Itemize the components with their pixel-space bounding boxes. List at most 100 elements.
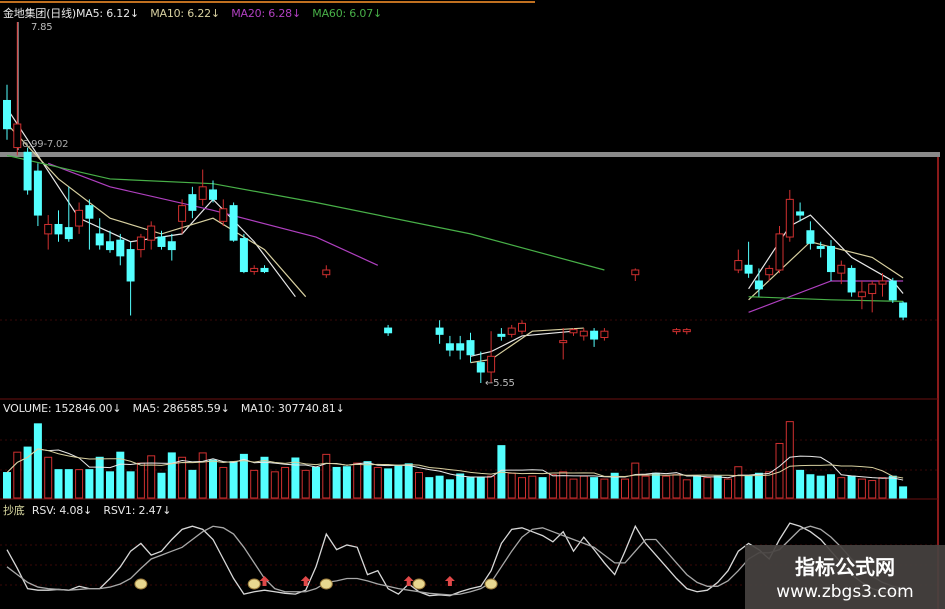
candle-down: [157, 236, 166, 247]
ma20-line: [47, 162, 379, 266]
volume-bar-up: [373, 466, 382, 499]
mid-price-label: 6.99-7.02: [22, 139, 69, 150]
volume-bar-up: [487, 475, 496, 499]
candle-up: [785, 198, 794, 238]
volume-bar-up: [662, 475, 671, 499]
candle-up: [250, 267, 259, 273]
volume-bar-down: [54, 469, 63, 499]
volume-bar-up: [301, 469, 310, 499]
volume-bar-up: [672, 474, 681, 499]
volume-ma5-label: MA5: 286585.59↓: [132, 402, 230, 415]
watermark-url: www.zbgs3.com: [776, 582, 914, 602]
volume-bar-down: [116, 451, 125, 499]
candle-up: [13, 123, 22, 149]
candle-up: [559, 340, 568, 344]
volume-bar-up: [178, 456, 187, 499]
volume-bar-down: [435, 475, 444, 499]
volume-bar-down: [744, 475, 753, 499]
volume-bar-up: [569, 478, 578, 499]
ma10-label: MA10: 6.22↓: [150, 7, 220, 20]
candle-up: [579, 330, 588, 337]
ma60-label: MA60: 6.07↓: [312, 7, 383, 20]
candle-down: [33, 170, 42, 216]
candle-up: [672, 329, 681, 333]
candle-up: [775, 233, 784, 271]
volume-bar-down: [816, 475, 825, 499]
ma60-line: [6, 154, 605, 271]
volume-bar-down: [590, 477, 599, 499]
candle-down: [85, 205, 94, 219]
candle-down: [476, 362, 485, 373]
volume-ma10-label: MA10: 307740.81↓: [240, 402, 345, 415]
candle-down: [95, 233, 104, 246]
volume-bar-down: [796, 469, 805, 499]
volume-bar-down: [332, 466, 341, 499]
candle-up: [631, 269, 640, 276]
volume-bar-down: [651, 472, 660, 499]
candle-up: [569, 329, 578, 334]
volume-bar-up: [765, 471, 774, 499]
candle-down: [456, 343, 465, 351]
volume-bar-up: [13, 451, 22, 499]
volume-header: VOLUME: 152846.00↓ MA5: 286585.59↓ MA10:…: [3, 402, 353, 415]
separator-bar: [0, 152, 940, 157]
candle-down: [744, 264, 753, 274]
candle-down: [3, 99, 11, 130]
volume-bar-down: [85, 469, 94, 499]
candle-down: [899, 302, 908, 318]
candle-down: [847, 267, 856, 293]
volume-bar-down: [126, 471, 135, 499]
candle-down: [106, 241, 114, 251]
candle-down: [116, 239, 125, 257]
money-bag-icon: [484, 578, 498, 590]
volume-bar-down: [342, 466, 351, 499]
candle-up: [857, 291, 866, 298]
volume-bar-down: [847, 475, 856, 499]
candle-up: [219, 208, 228, 222]
ma5-line: [470, 330, 574, 357]
volume-bar-down: [888, 475, 897, 499]
volume-bar-up: [75, 469, 84, 499]
volume-bar-down: [291, 457, 300, 499]
candle-down: [888, 280, 897, 301]
volume-bar-down: [456, 473, 465, 499]
volume-bar-down: [312, 466, 320, 499]
volume-bar-up: [878, 477, 887, 499]
candle-up: [75, 209, 84, 227]
candle-down: [167, 241, 176, 251]
ma20-label: MA20: 6.28↓: [231, 7, 301, 20]
candle-down: [827, 245, 835, 273]
volume-bar-down: [394, 464, 403, 499]
candle-down: [239, 238, 248, 273]
candle-up: [198, 186, 207, 200]
high-price-label: 7.85: [31, 22, 53, 33]
candle-down: [384, 327, 393, 334]
volume-bar-up: [136, 462, 145, 499]
candle-up: [734, 260, 743, 271]
volume-bar-up: [559, 471, 568, 499]
indicator-header: 抄底 RSV: 4.08↓ RSV1: 2.47↓: [3, 502, 179, 518]
volume-bar-up: [518, 477, 526, 499]
candle-up: [600, 330, 609, 338]
volume-bar-up: [198, 452, 207, 499]
money-bag-icon: [247, 578, 261, 590]
candle-up: [507, 327, 516, 335]
volume-bar-up: [600, 478, 609, 499]
volume-bar-down: [610, 472, 619, 499]
volume-bar-down: [157, 472, 166, 499]
money-bag-icon: [412, 578, 426, 590]
money-bag-icon: [319, 578, 333, 590]
candle-down: [64, 227, 73, 240]
volume-bar-up: [44, 456, 53, 499]
rsv1-label: RSV1: 2.47↓: [103, 504, 172, 517]
volume-bar-up: [250, 469, 259, 499]
volume-bar-up: [219, 466, 228, 499]
volume-ma5-line: [6, 448, 904, 481]
volume-bar-up: [270, 471, 279, 499]
volume-bar-down: [209, 459, 217, 499]
volume-bar-down: [64, 469, 73, 499]
candle-down: [23, 151, 32, 191]
volume-bar-up: [281, 466, 290, 499]
